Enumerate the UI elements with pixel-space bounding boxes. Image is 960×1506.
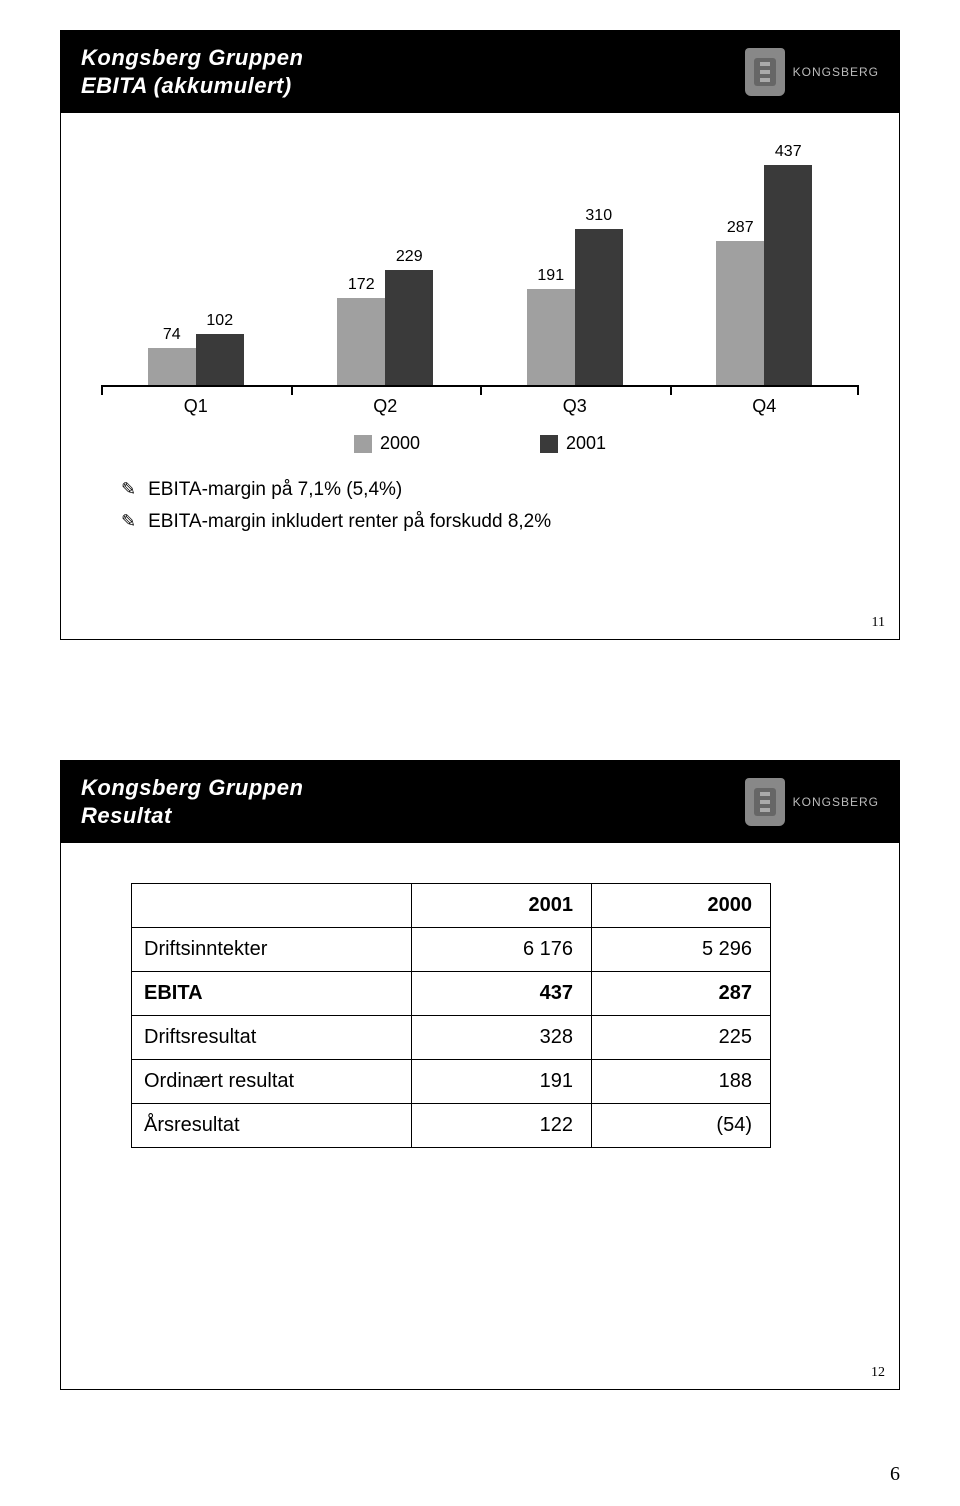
pencil-icon: ✎ — [121, 474, 136, 505]
legend-swatch-icon — [540, 435, 558, 453]
table-column-header: 2000 — [591, 883, 771, 928]
title-line-2: Resultat — [81, 803, 303, 829]
bar: 172 — [337, 298, 385, 385]
legend-item: 2000 — [354, 433, 420, 454]
bar-value-label: 191 — [537, 267, 564, 285]
row-value: 287 — [591, 972, 771, 1016]
row-value: (54) — [591, 1104, 771, 1148]
header-titles: Kongsberg Gruppen EBITA (akkumulert) — [81, 45, 303, 99]
legend-label: 2000 — [380, 433, 420, 454]
kongsberg-logo-icon — [745, 48, 785, 96]
bullet-item: ✎ EBITA-margin inkludert renter på forsku… — [121, 506, 839, 538]
category-label: Q4 — [694, 396, 834, 417]
bar: 437 — [764, 165, 812, 385]
table-row: Driftsinntekter6 1765 296 — [131, 928, 829, 972]
bar: 287 — [716, 241, 764, 385]
row-value: 122 — [411, 1104, 591, 1148]
bar-value-label: 74 — [163, 326, 181, 344]
bar-value-label: 310 — [585, 207, 612, 225]
row-label: EBITA — [131, 972, 411, 1016]
bar-group: 191310 — [505, 229, 645, 385]
row-label: Driftsinntekter — [131, 928, 411, 972]
bullet-text: EBITA-margin inkludert renter på forskud… — [148, 506, 551, 538]
slide-header: Kongsberg Gruppen EBITA (akkumulert) KON… — [61, 31, 899, 113]
slide-page-number: 12 — [871, 1365, 885, 1381]
slide-header: Kongsberg Gruppen Resultat KONGSBERG — [61, 761, 899, 843]
table-column-header: 2001 — [411, 883, 591, 928]
title-line-1: Kongsberg Gruppen — [81, 45, 303, 71]
bar: 310 — [575, 229, 623, 385]
legend-swatch-icon — [354, 435, 372, 453]
title-line-2: EBITA (akkumulert) — [81, 73, 303, 99]
bar-group: 74102 — [126, 334, 266, 385]
row-value: 437 — [411, 972, 591, 1016]
chart-legend: 2000 2001 — [61, 433, 899, 454]
bar-value-label: 229 — [396, 248, 423, 266]
row-value: 5 296 — [591, 928, 771, 972]
row-label: Driftsresultat — [131, 1016, 411, 1060]
document-page-number: 6 — [890, 1463, 900, 1486]
bar-value-label: 437 — [775, 143, 802, 161]
row-value: 6 176 — [411, 928, 591, 972]
slide-page-number: 11 — [872, 615, 885, 631]
bar-group: 287437 — [694, 165, 834, 385]
table-header-row: 20012000 — [131, 883, 829, 928]
table-row: Ordinært resultat191188 — [131, 1060, 829, 1104]
slide-resultat: Kongsberg Gruppen Resultat KONGSBERG 200… — [60, 760, 900, 1390]
legend-label: 2001 — [566, 433, 606, 454]
row-value: 188 — [591, 1060, 771, 1104]
brand-name: KONGSBERG — [793, 65, 879, 79]
legend-item: 2001 — [540, 433, 606, 454]
bar-chart: 74102172229191310287437 Q1Q2Q3Q4 — [101, 143, 859, 423]
bar: 229 — [385, 270, 433, 385]
category-label: Q3 — [505, 396, 645, 417]
header-titles: Kongsberg Gruppen Resultat — [81, 775, 303, 829]
chart-plot: 74102172229191310287437 — [101, 167, 859, 387]
row-value: 328 — [411, 1016, 591, 1060]
kongsberg-logo-icon — [745, 778, 785, 826]
bar-value-label: 102 — [206, 312, 233, 330]
bar-value-label: 287 — [727, 219, 754, 237]
bullet-item: ✎ EBITA-margin på 7,1% (5,4%) — [121, 474, 839, 506]
brand-name: KONGSBERG — [793, 795, 879, 809]
chart-categories: Q1 Q2 Q3 Q4 — [101, 396, 859, 417]
category-label: Q1 — [126, 396, 266, 417]
bullet-list: ✎ EBITA-margin på 7,1% (5,4%) ✎ EBITA-margi… — [121, 474, 839, 539]
title-line-1: Kongsberg Gruppen — [81, 775, 303, 801]
row-label: Årsresultat — [131, 1104, 411, 1148]
table-row: Årsresultat122(54) — [131, 1104, 829, 1148]
row-value: 225 — [591, 1016, 771, 1060]
bar-group: 172229 — [315, 270, 455, 385]
bar: 74 — [148, 348, 196, 385]
table-row: Driftsresultat328225 — [131, 1016, 829, 1060]
bar: 102 — [196, 334, 244, 385]
bullet-text: EBITA-margin på 7,1% (5,4%) — [148, 474, 402, 506]
pencil-icon: ✎ — [121, 506, 136, 537]
brand-block: KONGSBERG — [745, 48, 879, 96]
table-row: EBITA437287 — [131, 972, 829, 1016]
result-table: 20012000Driftsinntekter6 1765 296EBITA43… — [131, 883, 829, 1148]
bar-value-label: 172 — [348, 276, 375, 294]
brand-block: KONGSBERG — [745, 778, 879, 826]
row-label: Ordinært resultat — [131, 1060, 411, 1104]
row-value: 191 — [411, 1060, 591, 1104]
category-label: Q2 — [315, 396, 455, 417]
bar: 191 — [527, 289, 575, 385]
slide-ebita: Kongsberg Gruppen EBITA (akkumulert) KON… — [60, 30, 900, 640]
table-header-empty — [131, 883, 411, 928]
